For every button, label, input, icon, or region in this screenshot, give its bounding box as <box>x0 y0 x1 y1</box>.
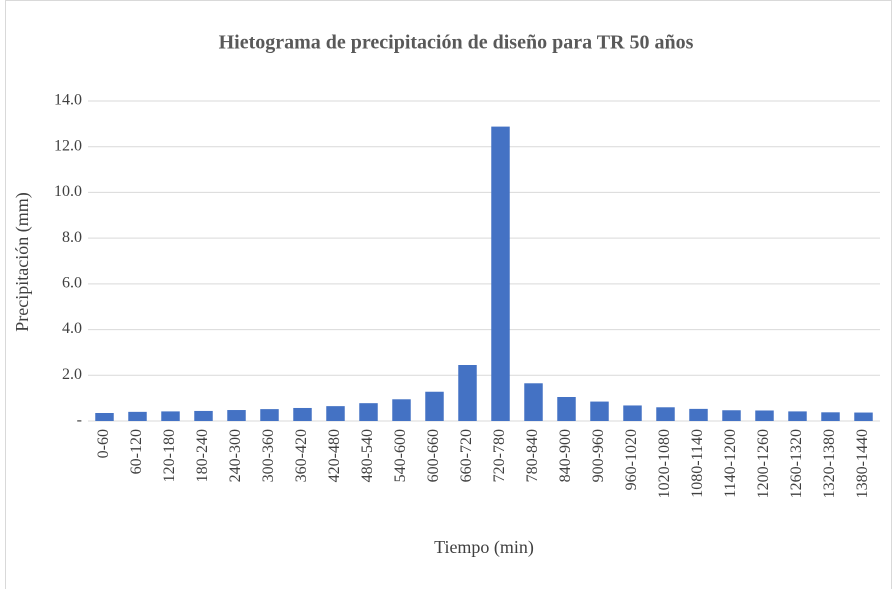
x-tick-label: 1320-1380 <box>821 429 838 498</box>
x-tick-label: 420-480 <box>326 429 343 482</box>
x-tick-label: 1260-1320 <box>788 429 805 498</box>
x-tick-label: 1380-1440 <box>854 429 871 498</box>
x-tick-label: 180-240 <box>194 429 211 482</box>
bar <box>689 408 708 421</box>
x-tick-label: 240-300 <box>227 429 244 482</box>
bar <box>821 412 840 421</box>
x-tick-label: 900-960 <box>590 429 607 482</box>
x-tick-label: 60-120 <box>128 429 145 474</box>
y-tick-label: 8.0 <box>62 229 82 246</box>
bar <box>260 409 279 421</box>
x-tick-label: 660-720 <box>458 429 475 482</box>
bar <box>491 126 510 421</box>
y-tick-label: 2.0 <box>62 366 82 383</box>
x-tick-label: 0-60 <box>95 429 112 458</box>
bar <box>458 365 477 421</box>
bar <box>359 403 378 421</box>
x-tick-label: 840-900 <box>557 429 574 482</box>
bar <box>194 410 213 421</box>
bar <box>788 411 807 421</box>
y-tick-label: 4.0 <box>62 320 82 337</box>
bar <box>326 406 345 421</box>
y-tick-label: 6.0 <box>62 275 82 292</box>
bar <box>524 383 543 421</box>
y-tick-label: 14.0 <box>54 92 82 109</box>
bar <box>854 412 873 421</box>
x-tick-label: 780-840 <box>524 429 541 482</box>
x-tick-label: 1140-1200 <box>722 429 739 498</box>
bar <box>425 391 444 421</box>
bar <box>293 407 312 421</box>
bar <box>161 411 180 421</box>
bar <box>656 407 675 421</box>
bar <box>95 413 114 421</box>
x-axis-title: Tiempo (min) <box>434 537 534 558</box>
bar <box>722 410 741 421</box>
x-tick-label: 300-360 <box>260 429 277 482</box>
x-tick-label: 480-540 <box>359 429 376 482</box>
bar <box>623 405 642 421</box>
x-tick-label: 360-420 <box>293 429 310 482</box>
y-tick-label: - <box>77 412 82 429</box>
x-tick-label: 120-180 <box>161 429 178 482</box>
bar <box>128 411 147 421</box>
x-tick-label: 540-600 <box>392 429 409 482</box>
chart-frame <box>5 0 892 589</box>
x-tick-label: 720-780 <box>491 429 508 482</box>
bar <box>392 399 411 421</box>
y-tick-label: 10.0 <box>54 183 82 200</box>
bar <box>557 397 576 421</box>
y-tick-label: 12.0 <box>54 137 82 154</box>
y-axis-title: Precipitación (mm) <box>12 192 33 331</box>
bar <box>227 410 246 421</box>
bar <box>590 401 609 421</box>
x-tick-label: 600-660 <box>425 429 442 482</box>
x-tick-label: 960-1020 <box>623 429 640 490</box>
x-tick-label: 1080-1140 <box>689 429 706 498</box>
x-tick-label: 1020-1080 <box>656 429 673 498</box>
chart-title: Hietograma de precipitación de diseño pa… <box>219 32 694 54</box>
bar <box>755 410 774 421</box>
x-tick-label: 1200-1260 <box>755 429 772 498</box>
